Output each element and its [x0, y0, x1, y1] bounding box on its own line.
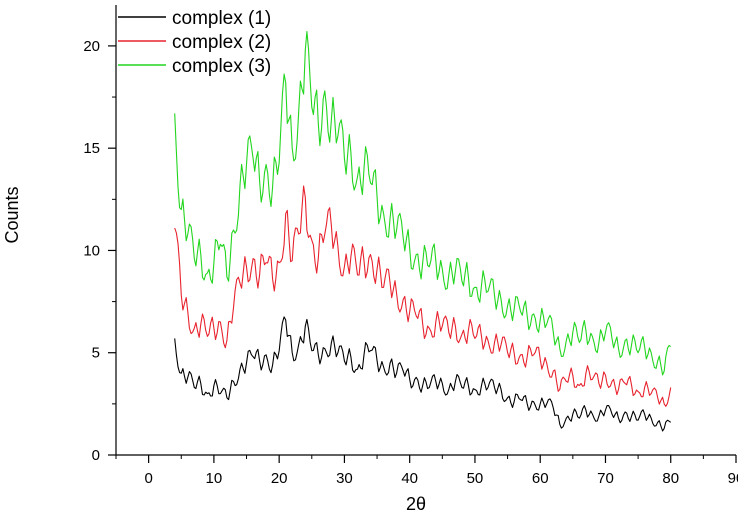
- series-layer: [174, 30, 672, 432]
- x-axis-title: 2θ: [406, 494, 426, 514]
- series-line-1: [174, 316, 672, 432]
- x-tick-label: 70: [597, 470, 614, 487]
- series-line-3: [174, 30, 672, 376]
- x-tick-label: 30: [336, 470, 353, 487]
- y-tick-label: 15: [83, 140, 100, 157]
- y-axis-title: Counts: [2, 186, 22, 243]
- x-tick-label: 60: [532, 470, 549, 487]
- y-axis: 0 5 10 15 20: [83, 38, 116, 464]
- plot-frame: [115, 5, 736, 456]
- series-line-2: [174, 185, 672, 407]
- legend: complex (1) complex (2) complex (3): [118, 8, 271, 77]
- x-tick-label: 20: [271, 470, 288, 487]
- x-tick-label: 40: [401, 470, 418, 487]
- y-tick-label: 10: [83, 242, 100, 259]
- legend-label-2: complex (2): [172, 32, 271, 53]
- y-tick-label: 20: [83, 38, 100, 55]
- legend-label-1: complex (1): [172, 8, 271, 29]
- x-tick-label: 90: [728, 470, 738, 487]
- x-tick-label: 10: [206, 470, 223, 487]
- x-axis: 0 10 20 30 40 50 60 70 80 90: [115, 455, 738, 487]
- x-tick-label: 50: [467, 470, 484, 487]
- x-tick-label: 0: [144, 470, 152, 487]
- y-tick-label: 5: [92, 345, 100, 362]
- x-tick-label: 80: [662, 470, 679, 487]
- y-tick-label: 0: [92, 447, 100, 464]
- legend-label-3: complex (3): [172, 56, 271, 77]
